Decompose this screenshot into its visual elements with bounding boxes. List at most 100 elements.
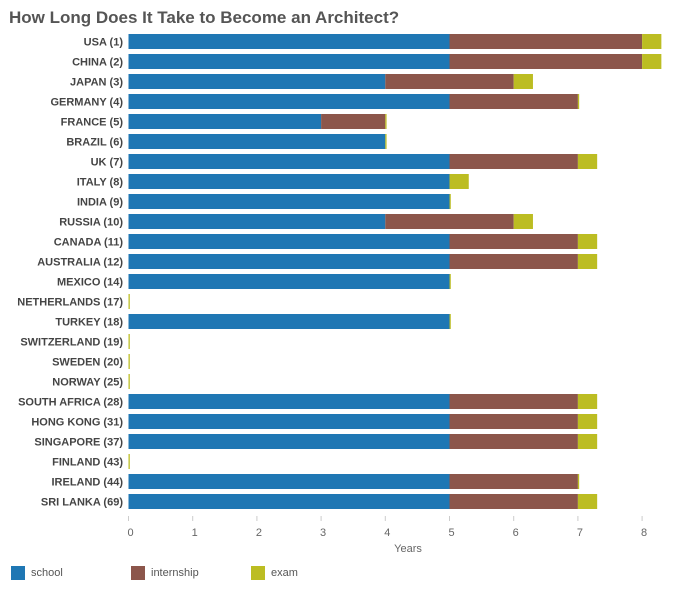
category-label: INDIA (9) (77, 197, 123, 209)
category-label: IRELAND (44) (51, 477, 123, 489)
bar-internship-22 (449, 474, 578, 489)
category-label: SWEDEN (20) (52, 357, 123, 369)
bar-school-11 (128, 254, 450, 269)
legend-label: school (31, 567, 63, 579)
category-label: AUSTRALIA (12) (37, 257, 123, 269)
bar-exam-1 (642, 54, 662, 69)
bar-school-3 (128, 94, 450, 109)
category-label: SINGAPORE (37) (34, 437, 123, 449)
legend-swatch (251, 566, 265, 580)
category-label: NORWAY (25) (52, 377, 123, 389)
x-tick-label: 4 (384, 527, 390, 539)
category-label: RUSSIA (10) (59, 217, 123, 229)
legend-label: internship (151, 567, 199, 579)
bar-exam-23 (577, 494, 598, 509)
legend-item-school: school (11, 566, 63, 580)
bar-school-0 (128, 34, 450, 49)
x-tick-label: 6 (513, 527, 519, 539)
bar-exam-13 (128, 294, 130, 309)
bar-school-8 (128, 194, 450, 209)
category-label: FRANCE (5) (61, 117, 124, 129)
category-label: FINLAND (43) (52, 457, 123, 469)
category-label: BRAZIL (6) (66, 137, 123, 149)
stacked-bar-chart: USA (1) CHINA (2) JAPAN (3) GERMANY (4) FRAN… (17, 34, 662, 555)
bar-school-20 (128, 434, 450, 449)
x-tick-label: 2 (256, 527, 262, 539)
category-label: CHINA (2) (72, 57, 123, 69)
category-label: MEXICO (14) (57, 277, 123, 289)
category-label: SWITZERLAND (19) (20, 337, 123, 349)
bar-exam-5 (385, 134, 387, 149)
bar-school-5 (128, 134, 386, 149)
bar-internship-18 (449, 394, 578, 409)
bar-exam-16 (128, 354, 130, 369)
category-label: ITALY (8) (77, 177, 124, 189)
bar-exam-3 (577, 94, 580, 109)
chart-title: How Long Does It Take to Become an Archi… (9, 8, 400, 27)
bar-exam-2 (513, 74, 533, 89)
bar-exam-17 (128, 374, 130, 389)
bar-exam-20 (577, 434, 598, 449)
bar-exam-7 (449, 174, 469, 189)
category-label: SOUTH AFRICA (28) (18, 397, 123, 409)
bar-exam-11 (577, 254, 598, 269)
bar-exam-22 (577, 474, 580, 489)
legend-swatch (131, 566, 145, 580)
bar-school-7 (128, 174, 450, 189)
bar-exam-12 (449, 274, 451, 289)
bar-exam-9 (513, 214, 533, 229)
category-label: JAPAN (3) (70, 77, 123, 89)
bar-school-9 (128, 214, 386, 229)
bar-internship-11 (449, 254, 578, 269)
bar-school-18 (128, 394, 450, 409)
legend-swatch (11, 566, 25, 580)
bar-school-6 (128, 154, 450, 169)
bar-internship-2 (385, 74, 514, 89)
x-tick-label: 1 (192, 527, 198, 539)
bar-internship-19 (449, 414, 578, 429)
bar-exam-18 (577, 394, 598, 409)
x-tick-label: 0 (127, 527, 133, 539)
category-label: NETHERLANDS (17) (17, 297, 123, 309)
bar-school-14 (128, 314, 450, 329)
bar-internship-0 (449, 34, 643, 49)
x-tick-label: 7 (577, 527, 583, 539)
bar-school-2 (128, 74, 386, 89)
bar-internship-1 (449, 54, 643, 69)
bar-exam-6 (577, 154, 598, 169)
bar-school-23 (128, 494, 450, 509)
bar-internship-6 (449, 154, 578, 169)
category-label: GERMANY (4) (50, 97, 123, 109)
bar-internship-10 (449, 234, 578, 249)
bar-school-19 (128, 414, 450, 429)
bar-exam-19 (577, 414, 598, 429)
bar-internship-3 (449, 94, 578, 109)
legend-item-internship: internship (131, 566, 199, 580)
bar-school-12 (128, 274, 450, 289)
bar-school-4 (128, 114, 322, 129)
category-label: UK (7) (91, 157, 124, 169)
bar-internship-23 (449, 494, 578, 509)
legend: school internship exam (0, 566, 699, 586)
x-tick-label: 8 (641, 527, 647, 539)
x-tick-label: 3 (320, 527, 326, 539)
category-label: CANADA (11) (54, 237, 124, 249)
bar-internship-4 (321, 114, 386, 129)
category-labels: USA (1) CHINA (2) JAPAN (3) GERMANY (4) FRAN… (17, 37, 123, 509)
bar-school-22 (128, 474, 450, 489)
bar-exam-0 (642, 34, 662, 49)
category-label: USA (1) (84, 37, 124, 49)
bar-exam-8 (449, 194, 451, 209)
bar-exam-21 (128, 454, 130, 469)
x-axis: 0 1 2 3 4 5 6 7 8 (127, 516, 647, 539)
category-label: TURKEY (18) (55, 317, 123, 329)
bar-exam-10 (577, 234, 598, 249)
bars-group (128, 34, 662, 509)
category-label: SRI LANKA (69) (41, 497, 123, 509)
category-label: HONG KONG (31) (31, 417, 123, 429)
x-axis-title: Years (394, 543, 422, 555)
legend-item-exam: exam (251, 566, 298, 580)
legend-label: exam (271, 567, 298, 579)
bar-internship-20 (449, 434, 578, 449)
bar-exam-4 (385, 114, 387, 129)
